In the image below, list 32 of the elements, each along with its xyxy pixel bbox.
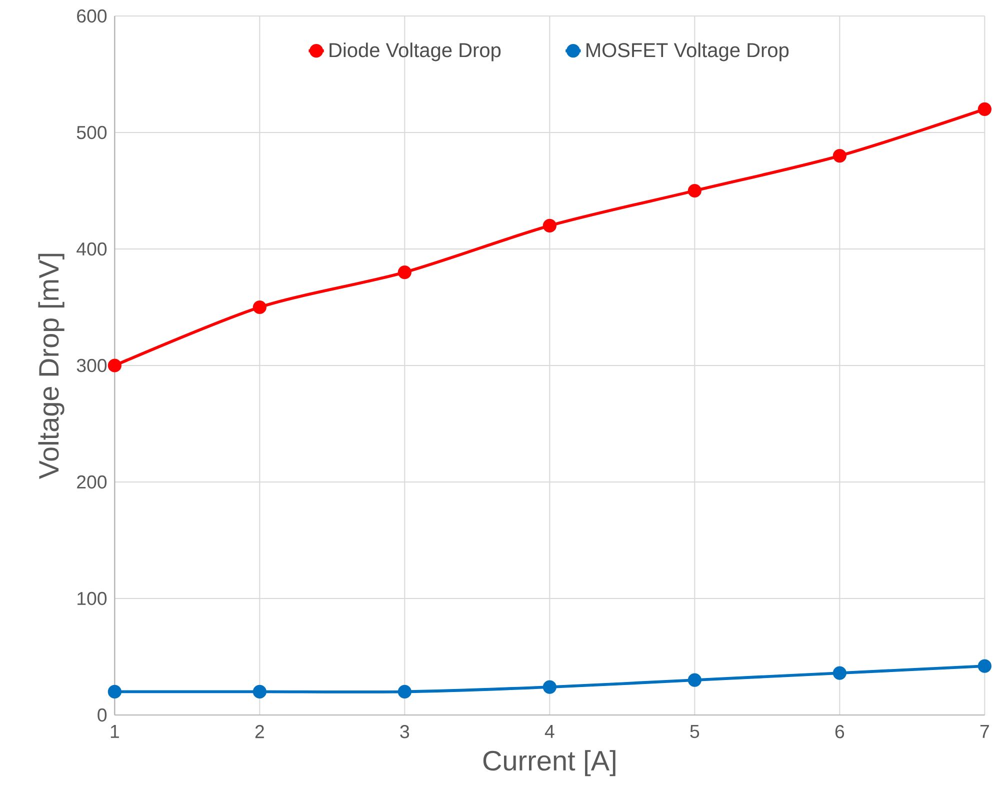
- x-tick-label: 4: [544, 725, 554, 738]
- point: [832, 148, 846, 163]
- point: [108, 358, 122, 372]
- point: [252, 684, 266, 699]
- y-tick-label: 500: [76, 126, 107, 140]
- y-tick-label: 100: [78, 592, 107, 606]
- x-axis-title: Current [A]: [483, 750, 616, 776]
- point: [688, 673, 702, 687]
- x-tick-label: 7: [980, 725, 989, 738]
- legend-label: MOSFET Voltage Drop: [586, 42, 789, 62]
- point: [978, 102, 992, 116]
- point: [978, 659, 992, 673]
- point: [398, 684, 412, 699]
- point: [542, 218, 556, 233]
- x-tick-label: 6: [835, 725, 844, 738]
- x-tick-label: 5: [690, 725, 700, 738]
- point: [252, 300, 266, 314]
- x-tick-label: 2: [255, 725, 264, 738]
- x-tick-label: 3: [400, 725, 410, 738]
- point: [108, 684, 122, 699]
- point: [832, 666, 846, 680]
- y-tick-label: 200: [77, 475, 107, 489]
- y-tick-label: 400: [76, 242, 107, 256]
- y-tick-label: 0: [98, 708, 107, 722]
- point: [542, 680, 556, 694]
- legend-label: Diode Voltage Drop: [330, 42, 501, 62]
- point: [398, 265, 412, 280]
- x-tick-label: 1: [110, 725, 119, 738]
- y-tick-label: 600: [77, 9, 107, 23]
- y-tick-label: 300: [76, 358, 107, 372]
- y-axis-title: Voltage Drop [mV]: [38, 254, 64, 479]
- point: [688, 184, 702, 198]
